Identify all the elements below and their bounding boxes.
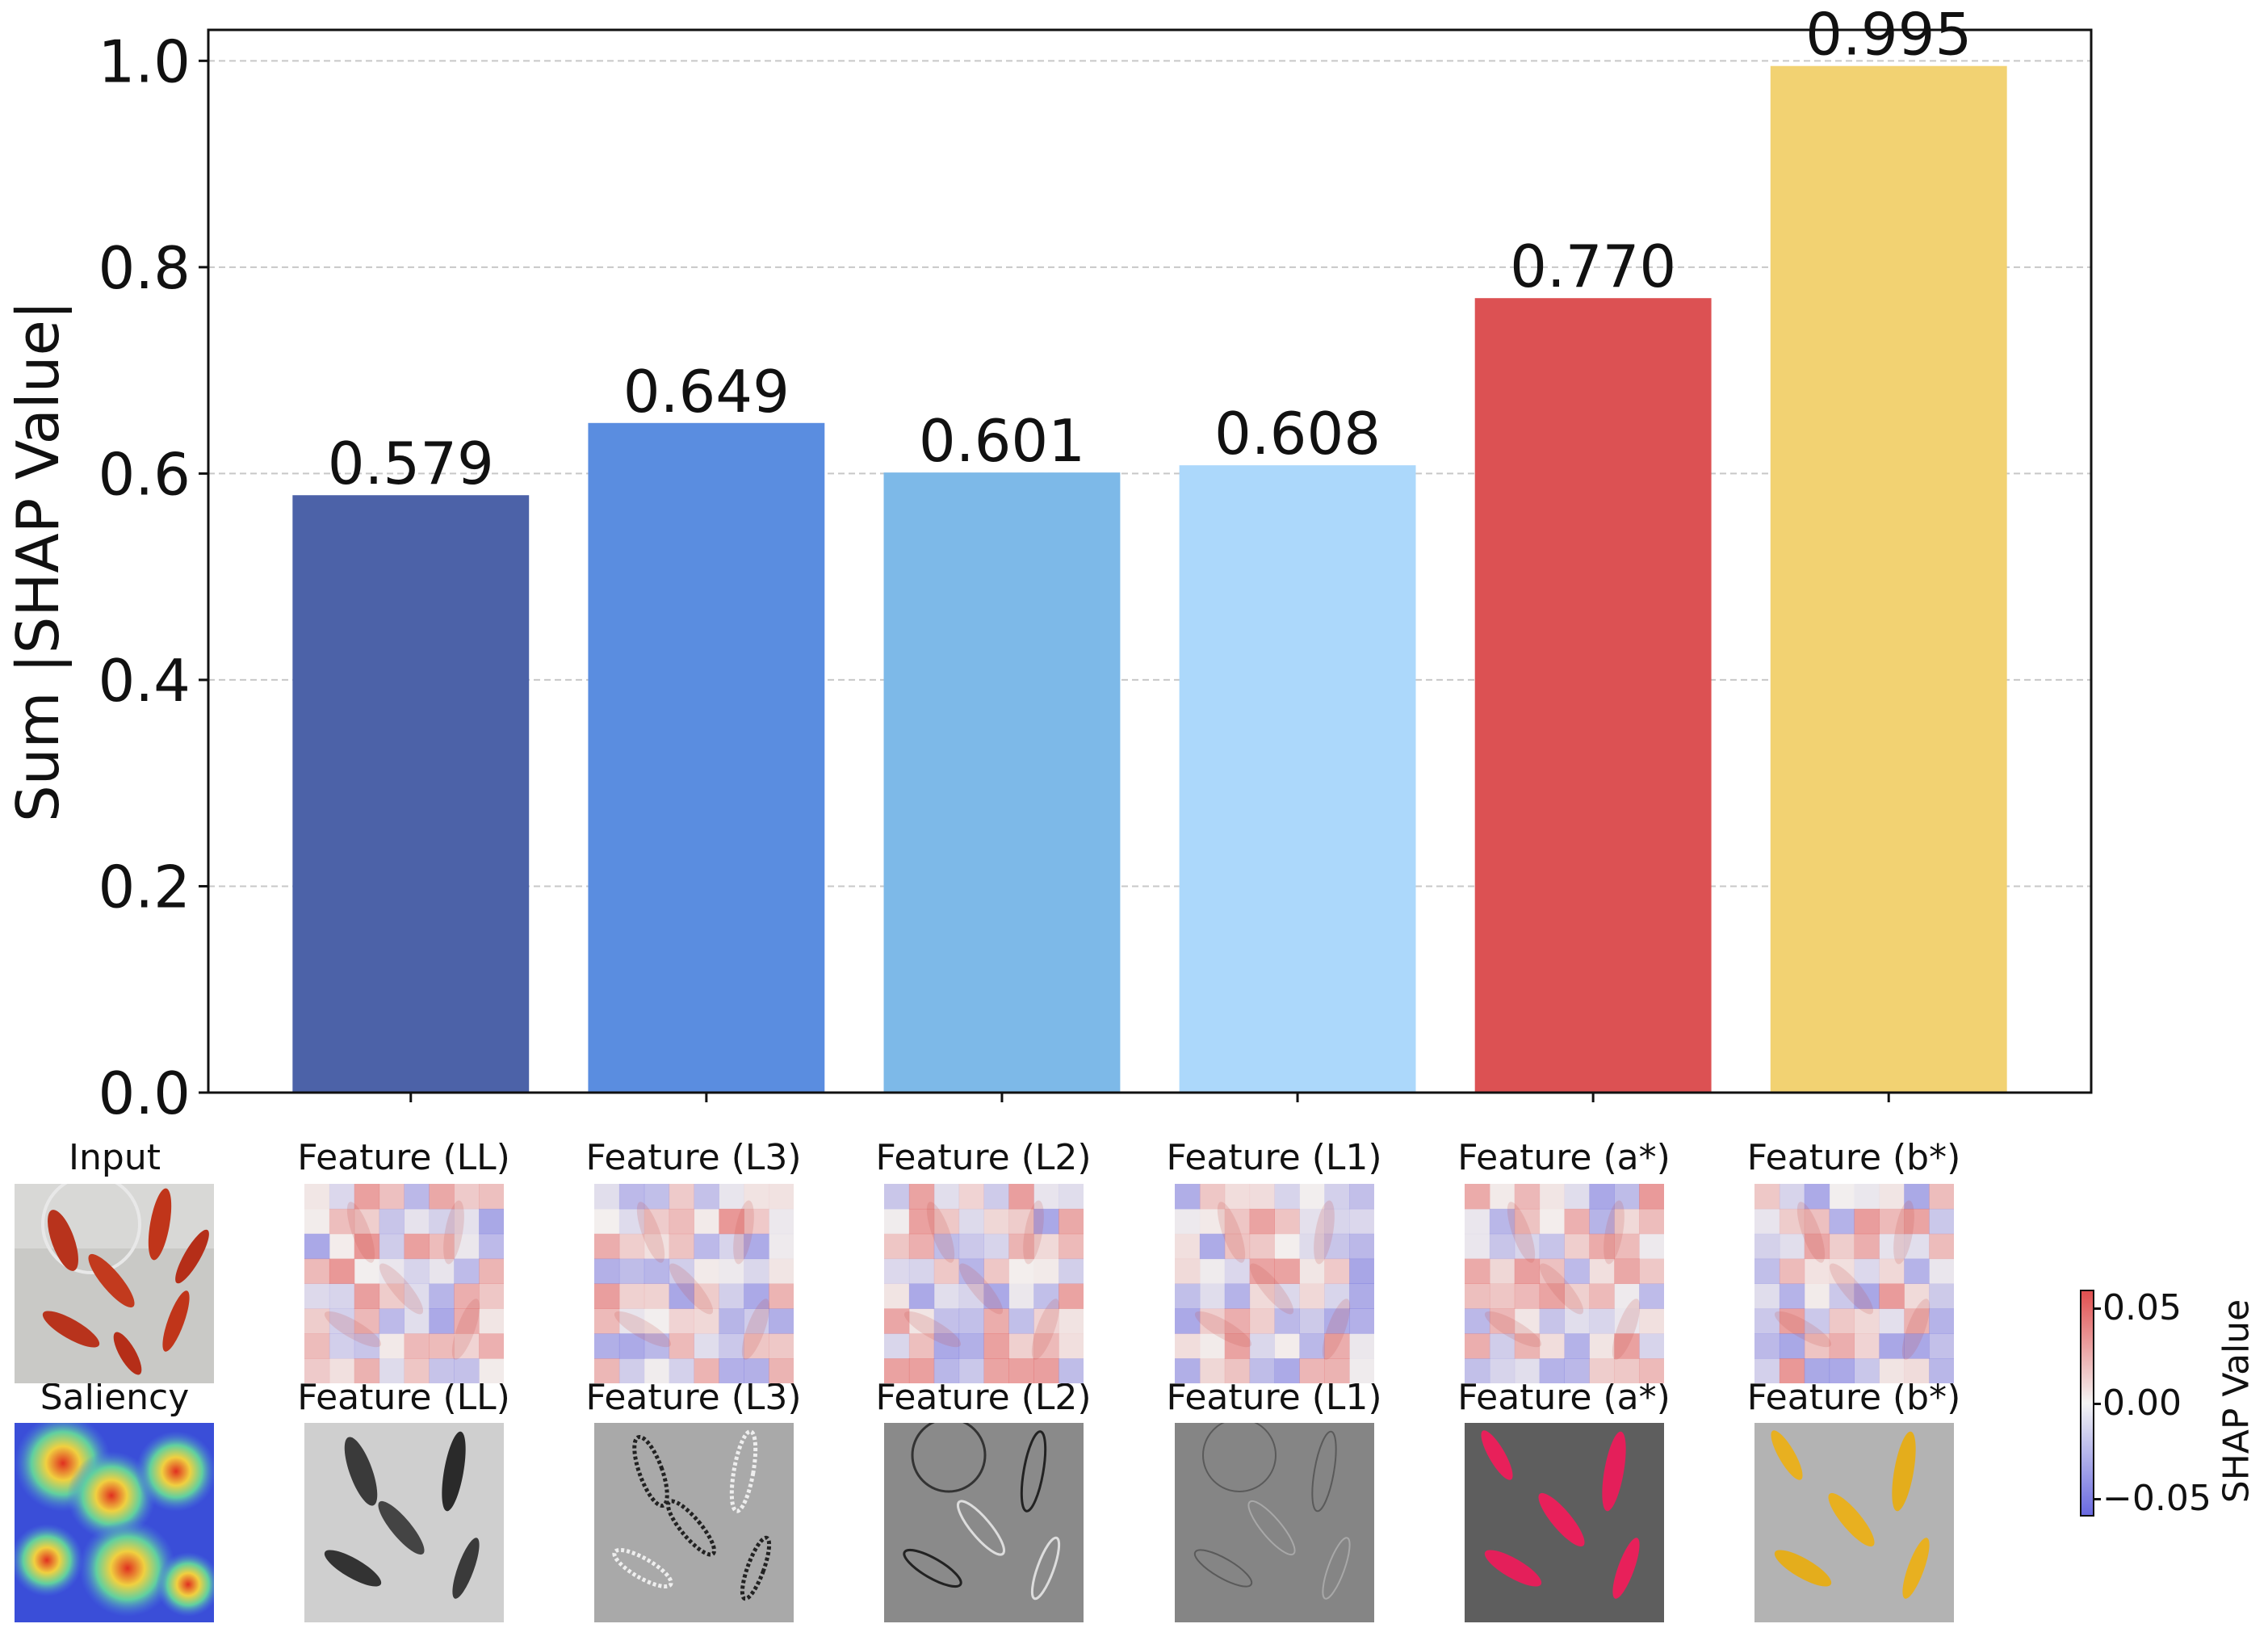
shap-map-ll <box>304 1184 504 1383</box>
bar <box>1770 65 2007 1093</box>
colorbar-tick-label-bot: −0.05 <box>2102 1478 2211 1519</box>
feature-map-b <box>1754 1423 1954 1622</box>
panel-label-feature-l1: Feature (L1) <box>1166 1377 1382 1418</box>
input-image <box>15 1184 214 1383</box>
y-axis: 0.0 0.2 0.4 0.6 0.8 1.0 <box>98 27 208 1127</box>
saliency-map <box>15 1423 214 1622</box>
bar-value-label: 0.770 <box>1510 233 1676 300</box>
x-axis-ticks <box>409 1093 1890 1102</box>
bar <box>1179 465 1416 1093</box>
panel-label-shap-b: Feature (b*) <box>1746 1137 1961 1178</box>
bar-value-label: 0.601 <box>919 407 1085 475</box>
y-axis-label: Sum |SHAP Value| <box>4 300 73 822</box>
colorbar-tick-mid <box>2093 1403 2101 1405</box>
panel-label-shap-l1: Feature (L1) <box>1166 1137 1382 1178</box>
colorbar-tick-label-mid: 0.00 <box>2102 1383 2182 1424</box>
panel-label-saliency: Saliency <box>40 1377 190 1418</box>
bars <box>292 65 2007 1093</box>
colorbar-tick-bot <box>2093 1498 2101 1500</box>
bar-value-label: 0.608 <box>1214 400 1381 468</box>
colorbar-tick-label-top: 0.05 <box>2102 1287 2182 1328</box>
feature-map-a <box>1465 1423 1664 1622</box>
shap-map-b <box>1754 1184 1954 1383</box>
bar-value-labels: 0.579 0.649 0.601 0.608 0.770 0.995 <box>328 1 1972 498</box>
panel-label-feature-l3: Feature (L3) <box>585 1377 802 1418</box>
y-tick-label: 1.0 <box>98 27 191 95</box>
y-tick-label: 0.8 <box>98 234 191 302</box>
bar-value-label: 0.995 <box>1805 1 1972 69</box>
shap-map-l1 <box>1175 1184 1374 1383</box>
y-tick-label: 0.4 <box>98 647 191 715</box>
panel-label-shap-ll: Feature (LL) <box>297 1137 510 1178</box>
panel-label-input: Input <box>69 1137 161 1178</box>
panel-label-feature-ll: Feature (LL) <box>297 1377 510 1418</box>
feature-map-ll <box>304 1423 504 1622</box>
feature-map-l3 <box>594 1423 794 1622</box>
colorbar-tick-top <box>2093 1307 2101 1310</box>
panel-label-feature-b: Feature (b*) <box>1746 1377 1961 1418</box>
shap-map-a <box>1465 1184 1664 1383</box>
bar <box>1474 298 1712 1093</box>
feature-map-l1 <box>1175 1423 1374 1622</box>
shap-map-l3 <box>594 1184 794 1383</box>
bar <box>292 495 530 1093</box>
colorbar-label: SHAP Value <box>2216 1299 2258 1504</box>
plot-frame <box>207 28 2093 1094</box>
bar-value-label: 0.649 <box>623 358 790 426</box>
y-tick-label: 0.6 <box>98 440 191 508</box>
y-tick-label: 0.0 <box>98 1059 191 1127</box>
panel-label-feature-a: Feature (a*) <box>1457 1377 1671 1418</box>
panel-label-shap-a: Feature (a*) <box>1457 1137 1671 1178</box>
bar-value-label: 0.579 <box>328 430 494 497</box>
panel-label-feature-l2: Feature (L2) <box>875 1377 1092 1418</box>
y-tick-label: 0.2 <box>98 853 191 921</box>
bar <box>883 472 1121 1093</box>
shap-map-l2 <box>884 1184 1084 1383</box>
panel-label-shap-l2: Feature (L2) <box>875 1137 1092 1178</box>
bar <box>588 422 825 1093</box>
feature-map-l2 <box>884 1423 1084 1622</box>
panel-label-shap-l3: Feature (L3) <box>585 1137 802 1178</box>
